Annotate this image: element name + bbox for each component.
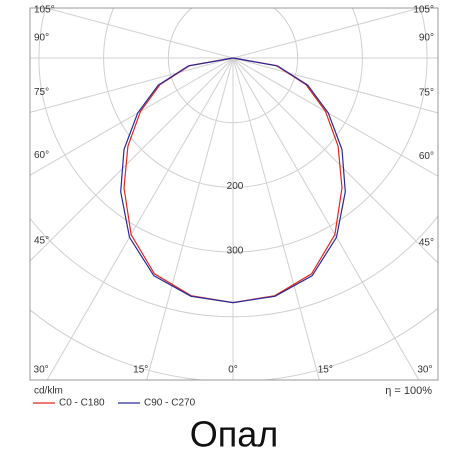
angle-tick-label: 15° [133,365,148,376]
grid-line [46,57,234,380]
angle-tick-label: 30° [417,365,432,376]
grid-line [232,57,438,264]
efficiency-label: η = 100% [385,385,432,397]
legend-label: C90 - C270 [144,398,196,409]
angle-tick-label: 30° [34,365,49,376]
grid-line [232,57,438,177]
r-tick-label: 300 [227,246,244,257]
legend-label: C0 - C180 [59,398,105,409]
angle-tick-label: 105° [413,5,434,16]
angle-tick-label: 45° [34,236,49,247]
r-tick-label: 200 [227,181,244,192]
grid-line [232,57,438,114]
angle-tick-label: 0° [228,365,238,376]
angle-tick-label: 75° [34,87,49,98]
series-curve [120,57,234,304]
grid-circle [30,215,438,318]
grid [30,8,438,380]
grid-line [30,57,234,262]
angle-tick-label: 90° [34,33,49,44]
angle-tick-label: 15° [318,365,333,376]
angle-tick-label: 90° [419,33,434,44]
angle-tick-label: 60° [34,150,49,161]
grid-line [30,57,234,113]
series-curve [123,57,234,304]
series-curve [232,57,343,304]
angle-tick-label: 60° [419,151,434,162]
unit-label: cd/klm [34,386,63,397]
angle-tick-label: 105° [34,5,55,16]
grid-line [146,57,234,380]
grid-line [30,57,234,176]
angle-tick-label: 45° [419,238,434,249]
series-curve [232,57,346,304]
grid-line [232,57,420,380]
grid-line [232,8,420,59]
chart-title: Опал [190,414,279,455]
frame [29,7,439,381]
grid-line [232,57,320,380]
angle-tick-label: 75° [419,88,434,99]
grid-line [46,8,234,59]
